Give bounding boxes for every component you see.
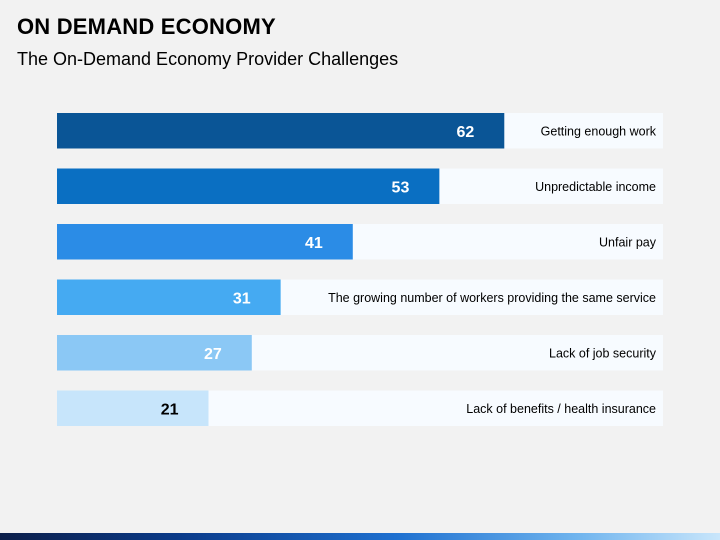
bar [57, 335, 252, 371]
category-label: The growing number of workers providing … [328, 291, 656, 305]
bar-value-label: 41 [305, 235, 323, 252]
bar-row: 62 Getting enough work [57, 113, 663, 149]
bar [57, 168, 440, 204]
bar [57, 224, 353, 260]
bar-row: 27 Lack of job security [57, 335, 663, 371]
bar-value-label: 53 [392, 179, 410, 196]
bar-row: 53 Unpredictable income [57, 168, 663, 204]
page-title: ON DEMAND ECONOMY [17, 14, 276, 39]
bar [57, 390, 209, 426]
bar-row: 21 Lack of benefits / health insurance [57, 390, 663, 426]
category-label: Lack of benefits / health insurance [466, 402, 656, 416]
footer-band [0, 533, 720, 540]
bar-row: 31 The growing number of workers providin… [57, 279, 663, 315]
bar-value-label: 27 [204, 346, 222, 363]
bar-value-label: 21 [161, 401, 179, 418]
bar-value-label: 31 [233, 290, 251, 307]
category-label: Unfair pay [599, 235, 657, 249]
page-subtitle: The On-Demand Economy Provider Challenge… [17, 49, 399, 69]
category-label: Getting enough work [541, 124, 657, 138]
bar [57, 279, 281, 315]
bar-row: 41 Unfair pay [57, 224, 663, 260]
bar [57, 113, 505, 149]
category-label: Lack of job security [549, 346, 657, 360]
category-label: Unpredictable income [535, 180, 656, 194]
bar-value-label: 62 [456, 124, 474, 141]
